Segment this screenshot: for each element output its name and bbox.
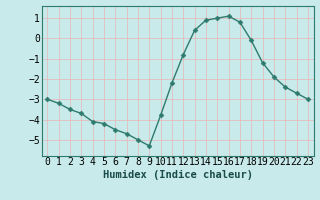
X-axis label: Humidex (Indice chaleur): Humidex (Indice chaleur) [103, 170, 252, 180]
